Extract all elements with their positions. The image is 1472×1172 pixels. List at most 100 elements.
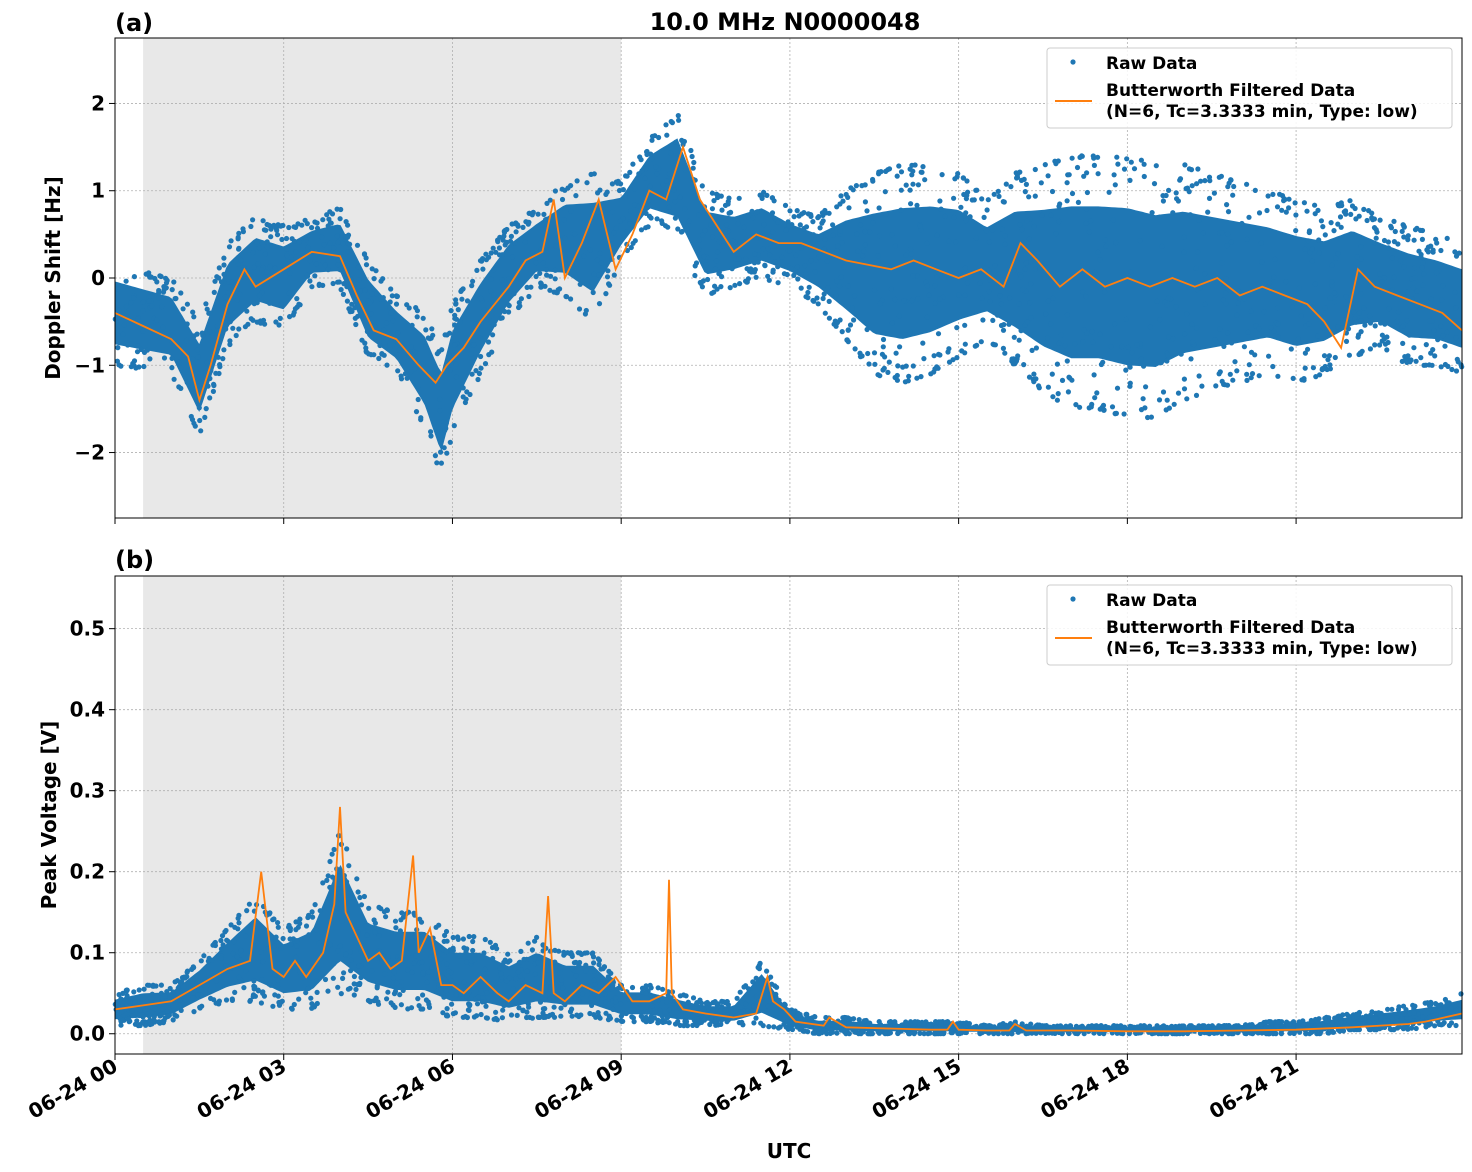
raw-data-point <box>998 322 1005 329</box>
raw-data-point <box>710 234 716 240</box>
raw-data-point <box>341 970 347 976</box>
raw-data-point <box>1292 200 1298 206</box>
raw-data-point <box>765 273 771 279</box>
raw-data-point <box>1286 205 1292 211</box>
raw-data-point <box>1154 298 1160 304</box>
raw-data-point <box>969 197 975 203</box>
raw-data-point <box>1114 385 1121 391</box>
raw-data-point <box>502 242 508 248</box>
raw-data-point <box>404 375 410 381</box>
raw-data-point <box>327 941 333 948</box>
raw-data-point <box>1050 295 1056 301</box>
raw-data-point <box>753 1015 759 1021</box>
raw-data-point <box>464 959 470 965</box>
raw-data-point <box>805 289 811 296</box>
raw-data-point <box>1418 355 1424 361</box>
raw-data-point <box>128 300 134 306</box>
raw-data-point <box>433 370 439 377</box>
raw-data-point <box>1247 1022 1253 1028</box>
raw-data-point <box>121 322 127 328</box>
raw-data-point <box>584 180 590 186</box>
raw-data-point <box>172 979 178 985</box>
raw-data-point <box>775 280 781 286</box>
raw-data-point <box>190 309 196 315</box>
raw-data-point <box>910 181 916 187</box>
raw-data-point <box>1331 228 1337 234</box>
raw-data-point <box>1226 1031 1232 1037</box>
raw-data-point <box>345 234 351 240</box>
raw-data-point <box>215 354 221 360</box>
raw-data-point <box>1091 372 1097 378</box>
raw-data-point <box>958 204 964 210</box>
raw-data-point <box>317 908 323 914</box>
raw-data-point <box>1000 345 1007 351</box>
raw-data-point <box>1028 315 1034 321</box>
raw-data-point <box>1428 350 1434 356</box>
raw-data-point <box>615 180 621 186</box>
raw-data-point <box>1438 364 1444 370</box>
raw-data-point <box>1358 318 1364 324</box>
raw-data-point <box>730 238 736 244</box>
raw-data-point <box>1453 1022 1459 1029</box>
raw-data-point <box>645 224 651 230</box>
raw-data-point <box>914 273 920 279</box>
raw-data-point <box>1301 200 1307 206</box>
raw-data-point <box>514 1012 520 1019</box>
raw-data-point <box>1141 1023 1148 1029</box>
raw-data-point <box>1297 1029 1303 1035</box>
raw-data-point <box>846 1031 852 1037</box>
raw-data-point <box>987 1023 994 1029</box>
raw-data-point <box>1384 347 1390 353</box>
raw-data-point <box>706 1001 713 1007</box>
raw-data-point <box>231 961 237 967</box>
raw-data-point <box>602 991 608 998</box>
panel-a-legend-raw-label: Raw Data <box>1106 54 1197 74</box>
raw-data-point <box>1109 404 1116 410</box>
raw-data-point <box>347 985 353 991</box>
raw-data-point <box>1338 224 1344 230</box>
raw-data-point <box>327 884 333 890</box>
raw-data-point <box>444 1012 450 1018</box>
raw-data-point <box>420 338 426 345</box>
raw-data-point <box>1228 239 1234 245</box>
raw-data-point <box>1330 1029 1336 1035</box>
raw-data-point <box>236 230 242 236</box>
panel-b-filtered-line <box>114 806 1463 1033</box>
raw-data-point <box>971 1024 977 1030</box>
raw-data-point <box>478 365 484 371</box>
raw-data-point <box>303 237 309 243</box>
raw-data-point <box>260 989 266 995</box>
raw-data-point <box>504 226 510 233</box>
raw-data-point <box>1077 404 1083 410</box>
raw-data-point <box>471 956 478 963</box>
raw-data-point <box>1442 361 1448 368</box>
raw-data-point <box>409 322 415 328</box>
raw-data-point <box>620 187 627 193</box>
raw-data-point <box>943 1019 950 1025</box>
raw-data-point <box>334 206 340 212</box>
raw-data-point <box>248 316 254 322</box>
raw-data-point <box>696 212 702 218</box>
raw-data-point <box>226 244 233 250</box>
raw-data-point <box>390 975 396 981</box>
raw-data-point <box>914 375 920 381</box>
raw-data-point <box>1111 1024 1117 1030</box>
raw-data-point <box>169 287 175 293</box>
raw-data-point <box>745 214 751 220</box>
raw-data-point <box>413 305 419 311</box>
raw-data-point <box>284 252 290 259</box>
raw-data-point <box>1084 189 1090 196</box>
raw-data-point <box>1271 328 1277 334</box>
raw-data-point <box>1068 1023 1074 1029</box>
raw-data-point <box>150 983 156 989</box>
raw-data-point <box>1065 389 1071 395</box>
raw-data-point <box>963 210 969 216</box>
raw-data-point <box>541 211 547 217</box>
raw-data-point <box>986 239 993 245</box>
raw-data-point <box>1032 166 1038 173</box>
raw-data-point <box>793 252 799 258</box>
raw-data-point <box>775 219 781 225</box>
raw-data-point <box>1248 349 1255 355</box>
raw-data-point <box>859 183 865 189</box>
